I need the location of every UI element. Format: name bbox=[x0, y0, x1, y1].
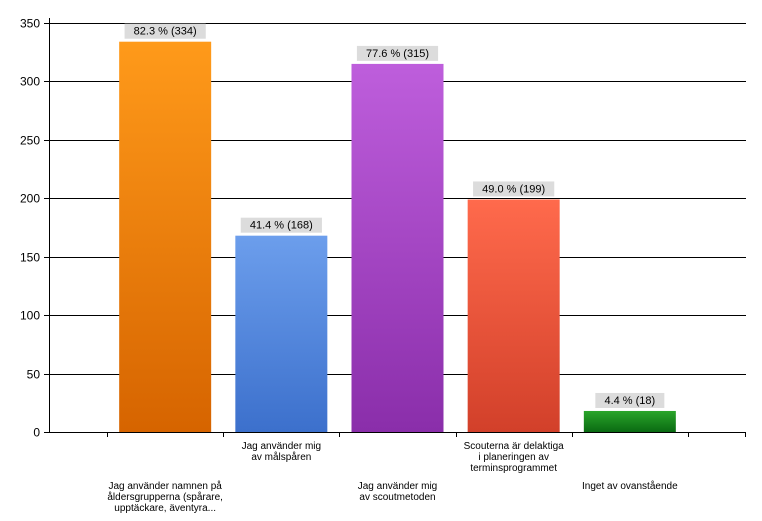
data-label: 4.4 % (18) bbox=[604, 395, 655, 407]
data-label: 49.0 % (199) bbox=[482, 183, 545, 195]
data-label: 41.4 % (168) bbox=[250, 220, 313, 232]
bar-2 bbox=[235, 235, 328, 432]
data-label-box bbox=[240, 217, 322, 233]
y-tick-label: 150 bbox=[20, 251, 40, 265]
category-label: Jag använder mig bbox=[358, 481, 438, 492]
category-label: Jag använder namnen på bbox=[108, 480, 222, 492]
y-tick-label: 50 bbox=[27, 368, 41, 382]
data-label-box bbox=[473, 181, 555, 197]
data-label-box bbox=[124, 23, 206, 39]
y-tick-label: 350 bbox=[20, 17, 40, 31]
bar-3 bbox=[351, 63, 444, 433]
category-label: Scouterna är delaktiga bbox=[464, 441, 565, 452]
category-label: åldersgrupperna (spårare, bbox=[107, 491, 223, 503]
axes: 0 50 100 150 200 250 300 350 bbox=[20, 17, 746, 440]
category-label: upptäckare, äventyra... bbox=[114, 503, 216, 514]
y-tick-label: 250 bbox=[20, 134, 40, 148]
bar-5 bbox=[583, 410, 676, 432]
data-label: 82.3 % (334) bbox=[134, 26, 197, 38]
category-label: Inget av ovanstående bbox=[582, 480, 678, 492]
category-label: i planeringen av bbox=[478, 452, 549, 463]
y-tick-label: 300 bbox=[20, 75, 40, 89]
y-tick-label: 0 bbox=[33, 426, 40, 440]
bar-4 bbox=[467, 199, 560, 432]
data-label: 77.6 % (315) bbox=[366, 48, 429, 60]
data-label-box bbox=[356, 45, 439, 61]
data-label-box bbox=[595, 392, 665, 408]
category-label: terminsprogrammet bbox=[470, 463, 557, 474]
y-tick-label: 100 bbox=[20, 309, 40, 323]
data-labels: 82.3 % (334) 41.4 % (168) 77.6 % (315) 49.0… bbox=[124, 23, 665, 408]
category-label: av scoutmetoden bbox=[359, 492, 435, 503]
bar-1 bbox=[119, 41, 212, 432]
bars bbox=[119, 41, 676, 433]
category-label: Jag använder mig bbox=[242, 441, 322, 452]
category-label: av målspåren bbox=[251, 451, 311, 463]
y-tick-label: 200 bbox=[20, 192, 40, 206]
